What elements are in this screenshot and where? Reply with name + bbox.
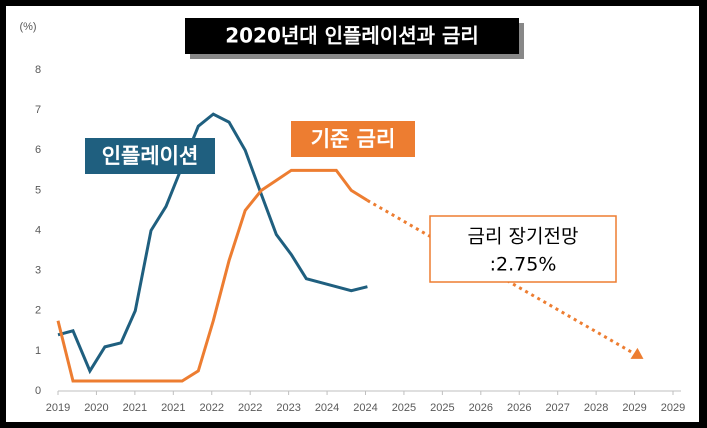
series-line — [57, 112, 368, 375]
annotation: :2.75% — [490, 254, 557, 276]
x-tick-label: 2028 — [584, 402, 608, 414]
label-box — [85, 138, 215, 174]
x-tick-label: 2022 — [200, 402, 224, 414]
x-tick-label: 2023 — [276, 402, 300, 414]
x-tick-label: 2025 — [392, 402, 416, 414]
chart-area — [6, 6, 699, 422]
y-tick-label: 6 — [35, 144, 41, 156]
chart-title: 2020년대 인플레이션과 금리 — [225, 24, 479, 48]
y-tick-label: 4 — [35, 224, 41, 236]
x-tick-label: 2020 — [84, 402, 108, 414]
x-tick-label: 2021 — [123, 402, 147, 414]
x-tick-label: 2029 — [661, 402, 685, 414]
x-tick-label: 2029 — [622, 402, 646, 414]
y-tick-label: 2 — [35, 305, 41, 317]
x-tick-label: 2026 — [469, 402, 493, 414]
y-tick-label: 3 — [35, 265, 41, 277]
y-tick-label: 7 — [35, 104, 41, 116]
x-tick-label: 2024 — [315, 402, 339, 414]
x-tick-label: 2025 — [430, 402, 454, 414]
series-line — [56, 168, 369, 383]
series-label: 인플레이션 — [102, 144, 199, 168]
x-tick-label: 2022 — [238, 402, 262, 414]
x-tick-label: 2024 — [353, 402, 377, 414]
x-tick-label: 2026 — [507, 402, 531, 414]
annotation-box — [429, 215, 617, 283]
x-tick-label: 2019 — [46, 402, 70, 414]
annotation: 금리 장기전망 — [468, 226, 579, 248]
title-box — [185, 18, 519, 54]
x-tick-label: 2027 — [545, 402, 569, 414]
projection-arrow — [630, 347, 644, 359]
x-tick-label: 2021 — [161, 402, 185, 414]
series-label: 기준 금리 — [311, 127, 396, 151]
y-tick-label: 5 — [35, 184, 41, 196]
y-unit: (%) — [19, 21, 36, 33]
y-tick-label: 1 — [35, 345, 41, 357]
label-box — [291, 121, 415, 157]
y-tick-label: 0 — [35, 385, 41, 397]
y-tick-label: 8 — [35, 64, 41, 76]
